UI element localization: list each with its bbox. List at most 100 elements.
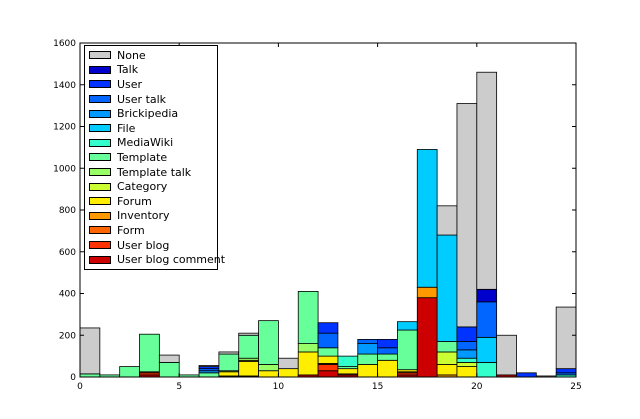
- legend-item: None: [89, 48, 217, 63]
- y-axis: 0 200 400 600 800 1000 1200 1400 1600: [53, 39, 576, 383]
- legend-swatch: [89, 109, 111, 118]
- x-axis: 0 5 10 15 20 25: [77, 43, 582, 392]
- bar-segment: [357, 339, 379, 344]
- bar-segment: [436, 351, 458, 365]
- bar-segment: [555, 306, 577, 370]
- bar-segment: [317, 355, 339, 364]
- legend-label: User blog: [117, 238, 170, 252]
- legend-item: Talk: [89, 63, 217, 78]
- bar-segment: [456, 326, 478, 342]
- y-tick-label: 0: [70, 373, 76, 383]
- bar-segment: [297, 343, 319, 353]
- legend-label: Forum: [117, 194, 152, 208]
- legend-label: Form: [117, 223, 145, 237]
- bar-segment: [397, 329, 418, 371]
- bar-segment: [377, 353, 398, 361]
- legend-label: File: [117, 121, 136, 135]
- y-tick-label: 1000: [53, 164, 76, 174]
- bar-segment: [397, 321, 418, 331]
- bar-segment: [416, 149, 438, 288]
- bar-segment: [158, 354, 180, 363]
- legend-label: Template talk: [117, 165, 192, 179]
- x-tick-label: 5: [176, 382, 182, 392]
- y-tick-label: 1600: [53, 39, 76, 49]
- legend-label: MediaWiki: [117, 136, 174, 150]
- bar-segment: [337, 368, 359, 375]
- bar-segment: [258, 320, 279, 365]
- legend-item: User blog comment: [89, 252, 225, 267]
- legend-label: Talk: [117, 63, 139, 77]
- bar-segment: [277, 357, 299, 370]
- bar-segment: [436, 205, 458, 236]
- legend-swatch: [89, 168, 111, 177]
- bar-segment: [139, 333, 160, 373]
- legend-label: Inventory: [117, 209, 170, 223]
- legend-swatch: [89, 65, 111, 74]
- bar-segment: [258, 370, 279, 378]
- bar-segment: [476, 71, 498, 290]
- bar-segment: [198, 372, 220, 378]
- legend-swatch: [89, 241, 111, 250]
- legend-item: Template: [89, 150, 217, 165]
- y-tick-label: 200: [59, 331, 76, 341]
- bar-segment: [456, 341, 478, 351]
- bar-segment: [436, 364, 458, 376]
- bar-segment: [436, 341, 458, 353]
- legend-swatch: [89, 182, 111, 191]
- legend-item: File: [89, 121, 217, 136]
- bar-segment: [297, 291, 319, 345]
- legend-label: Template: [117, 150, 168, 164]
- bar-segment: [456, 349, 478, 359]
- legend-swatch: [89, 95, 111, 104]
- legend-label: None: [117, 48, 146, 62]
- bar-segment: [476, 336, 498, 363]
- bar-segment: [198, 365, 220, 367]
- bar-segment: [516, 372, 537, 378]
- y-tick-label: 400: [59, 290, 76, 300]
- bar-segment: [238, 360, 259, 377]
- bar-segment: [476, 301, 498, 338]
- x-tick-label: 20: [471, 382, 483, 392]
- legend-label: Brickipedia: [117, 107, 179, 121]
- legend-swatch: [89, 51, 111, 60]
- bar-segment: [377, 339, 398, 349]
- bar-segment: [218, 351, 240, 355]
- legend-swatch: [89, 80, 111, 89]
- legend: None Talk User User talk Brickipedia File Medi…: [84, 45, 225, 270]
- bar-segment: [377, 359, 398, 378]
- bar-segment: [258, 364, 279, 372]
- legend-label: User blog comment: [117, 253, 226, 267]
- bar-segment: [317, 370, 339, 378]
- legend-item: Brickipedia: [89, 106, 217, 121]
- bar-segment: [238, 332, 259, 336]
- y-tick-label: 1200: [53, 123, 76, 133]
- bar-segment: [317, 332, 339, 349]
- bar-segment: [456, 361, 478, 367]
- legend-swatch: [89, 255, 111, 264]
- y-tick-label: 600: [59, 248, 76, 258]
- legend-label: Category: [117, 180, 168, 194]
- bar-segment: [357, 364, 379, 378]
- bar-segment: [456, 357, 478, 363]
- bar-segment: [476, 288, 498, 303]
- bar-segment: [238, 334, 259, 359]
- legend-label: User talk: [117, 92, 167, 106]
- x-tick-label: 0: [77, 382, 83, 392]
- legend-item: Inventory: [89, 209, 217, 224]
- bar-segment: [119, 366, 140, 378]
- y-tick-label: 1400: [53, 81, 76, 91]
- legend-swatch: [89, 124, 111, 133]
- legend-item: MediaWiki: [89, 136, 217, 151]
- legend-item: User blog: [89, 238, 217, 253]
- legend-item: Template talk: [89, 165, 217, 180]
- bar-segment: [337, 355, 359, 367]
- x-tick-label: 25: [570, 382, 581, 392]
- bar-segment: [456, 103, 478, 328]
- bar-segment: [317, 364, 339, 372]
- legend-item: User talk: [89, 92, 217, 107]
- x-tick-label: 15: [372, 382, 383, 392]
- bar-segment: [555, 368, 577, 374]
- bar-segment: [456, 366, 478, 378]
- bar-segment: [416, 286, 438, 299]
